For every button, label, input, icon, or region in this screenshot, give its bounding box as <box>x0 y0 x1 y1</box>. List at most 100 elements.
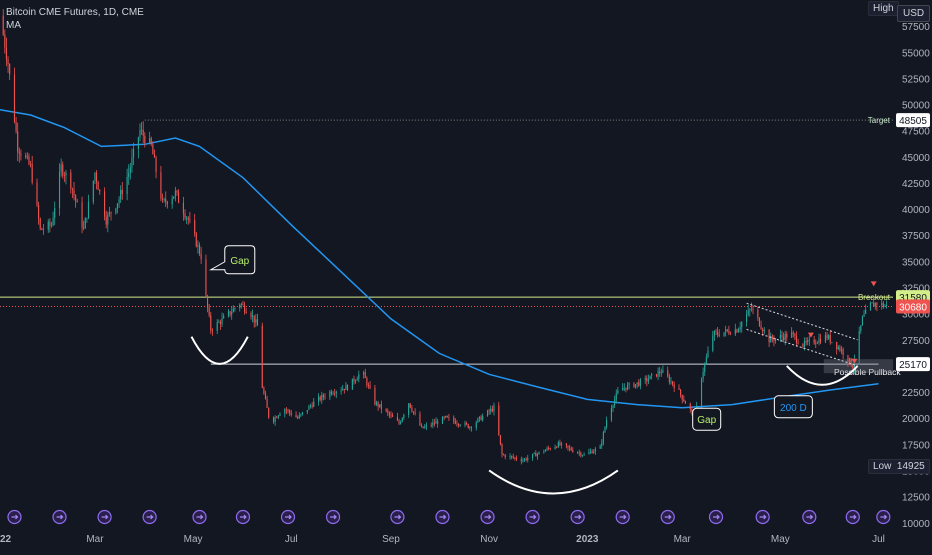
candle-body <box>343 388 345 390</box>
candle <box>353 375 355 385</box>
candle <box>458 423 460 428</box>
candle <box>28 153 30 166</box>
candle <box>704 362 706 377</box>
candle <box>795 331 798 347</box>
economic-event-icon[interactable] <box>480 509 495 525</box>
candle <box>210 312 212 334</box>
candle <box>87 194 90 220</box>
candle-body <box>332 393 334 395</box>
economic-event-icon[interactable] <box>570 509 585 525</box>
candle-body <box>272 417 275 422</box>
economic-event-icon[interactable] <box>876 509 891 525</box>
economic-event-icon[interactable] <box>192 509 207 525</box>
economic-event-icon[interactable] <box>280 509 296 525</box>
currency-button[interactable]: USD <box>897 5 931 22</box>
candle <box>757 306 759 321</box>
economic-event-icon[interactable] <box>660 509 675 525</box>
candle-body <box>36 182 38 206</box>
economic-event-icon[interactable] <box>615 509 630 525</box>
candle <box>557 440 559 448</box>
candle-body <box>865 309 867 315</box>
candle-body <box>403 414 405 418</box>
high-tag: High <box>868 1 899 16</box>
candle <box>805 337 807 346</box>
candle <box>137 136 139 159</box>
candle <box>459 423 461 427</box>
economic-event-icon[interactable] <box>52 509 67 525</box>
candles-layer <box>2 9 888 465</box>
economic-event-icon[interactable] <box>7 509 22 525</box>
economic-event-icon[interactable] <box>390 509 405 525</box>
candle <box>252 309 254 323</box>
candle-body <box>512 456 514 458</box>
candle <box>231 306 233 320</box>
candle <box>309 403 312 409</box>
candle-body <box>284 409 286 414</box>
economic-event-icon[interactable] <box>142 509 157 525</box>
candle-body <box>104 191 106 217</box>
economic-event-icon[interactable] <box>525 509 540 525</box>
candle-body <box>572 450 574 453</box>
economic-event-icon[interactable] <box>97 509 112 525</box>
candle-body <box>829 335 831 343</box>
candle <box>556 446 558 449</box>
candle <box>639 377 641 390</box>
candle-body <box>387 410 389 413</box>
candle-body <box>171 198 173 205</box>
candle <box>554 444 556 450</box>
candle-body <box>367 385 370 386</box>
candle <box>715 328 717 336</box>
candle <box>886 300 888 309</box>
candle-body <box>437 421 439 424</box>
candle-body <box>533 453 535 454</box>
candle <box>509 453 511 460</box>
candle-body <box>441 417 444 424</box>
candle <box>240 302 242 309</box>
candle <box>606 416 608 430</box>
candle-body <box>527 458 529 460</box>
y-tick-40000: 40000 <box>902 205 930 216</box>
economic-event-icon[interactable] <box>845 509 860 525</box>
candle <box>346 384 349 392</box>
candle-body <box>345 385 347 390</box>
economic-event-icon[interactable] <box>435 509 450 525</box>
candle <box>276 415 278 419</box>
candle <box>216 319 218 335</box>
candle-body <box>737 329 740 333</box>
candle-body <box>264 393 267 399</box>
economic-event-icon[interactable] <box>325 509 341 525</box>
candle-body <box>565 443 567 446</box>
candle <box>52 211 54 227</box>
candle <box>263 386 265 395</box>
economic-event-icon[interactable] <box>755 509 770 525</box>
candle <box>746 309 748 327</box>
candle <box>725 325 727 337</box>
candle-body <box>398 420 400 424</box>
candle <box>464 420 466 428</box>
candle-body <box>313 401 315 407</box>
candle-body <box>420 425 423 427</box>
candle <box>38 201 40 225</box>
y-tick-32500: 32500 <box>902 284 930 295</box>
candle <box>75 194 77 208</box>
candle-body <box>219 321 221 325</box>
candle <box>396 412 398 422</box>
candle-body <box>211 330 213 332</box>
candle-body <box>70 172 72 189</box>
candle <box>488 408 490 415</box>
candle-body <box>668 376 670 383</box>
economic-event-icon[interactable] <box>802 509 817 525</box>
candle-body <box>634 384 637 388</box>
economic-event-icon[interactable] <box>235 509 251 525</box>
candle <box>816 341 818 344</box>
candle <box>445 415 447 419</box>
candle-body <box>86 217 88 219</box>
candle-body <box>543 451 545 453</box>
candle-body <box>276 417 278 419</box>
event-arrow <box>880 514 888 520</box>
y-tick-20000: 20000 <box>902 414 930 425</box>
economic-event-icon[interactable] <box>708 509 724 525</box>
candle-body <box>795 335 798 343</box>
candle-body <box>279 413 281 416</box>
candle <box>749 308 751 317</box>
